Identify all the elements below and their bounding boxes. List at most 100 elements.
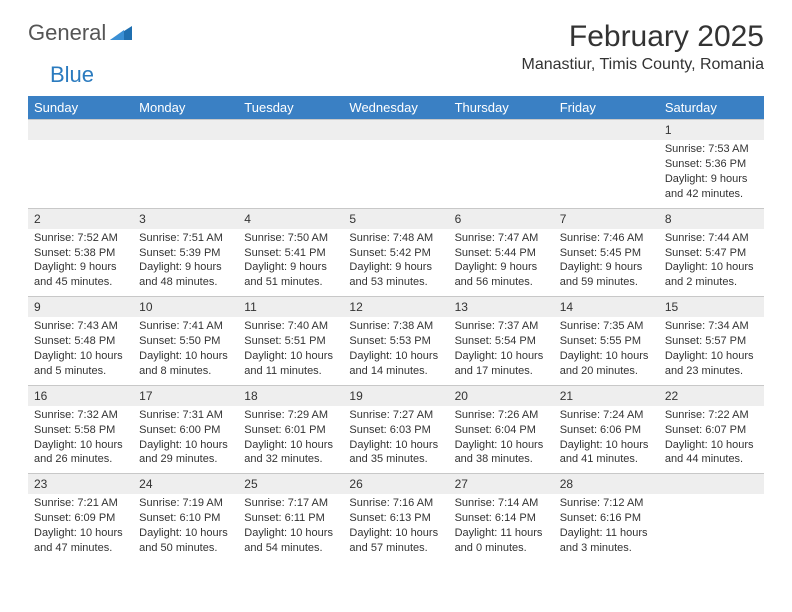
day-line: Sunrise: 7:50 AM xyxy=(244,231,337,246)
day-cell: 23Sunrise: 7:21 AMSunset: 6:09 PMDayligh… xyxy=(28,474,133,562)
day-line: Daylight: 9 hours and 42 minutes. xyxy=(665,172,758,202)
day-line: Sunset: 6:01 PM xyxy=(244,423,337,438)
day-line: Daylight: 10 hours and 26 minutes. xyxy=(34,438,127,468)
day-number: 4 xyxy=(238,209,343,229)
day-line: Sunrise: 7:14 AM xyxy=(455,496,548,511)
day-line: Sunset: 5:47 PM xyxy=(665,246,758,261)
day-cell: 17Sunrise: 7:31 AMSunset: 6:00 PMDayligh… xyxy=(133,385,238,474)
day-line: Daylight: 10 hours and 32 minutes. xyxy=(244,438,337,468)
day-header: Sunday xyxy=(28,96,133,120)
day-content: Sunrise: 7:19 AMSunset: 6:10 PMDaylight:… xyxy=(133,494,238,561)
day-line: Daylight: 11 hours and 0 minutes. xyxy=(455,526,548,556)
day-line: Sunrise: 7:40 AM xyxy=(244,319,337,334)
day-line: Sunset: 6:16 PM xyxy=(560,511,653,526)
day-number: 27 xyxy=(449,474,554,494)
day-cell xyxy=(554,120,659,209)
day-line: Sunrise: 7:34 AM xyxy=(665,319,758,334)
day-cell xyxy=(133,120,238,209)
day-header: Saturday xyxy=(659,96,764,120)
day-number xyxy=(28,120,133,140)
day-content: Sunrise: 7:24 AMSunset: 6:06 PMDaylight:… xyxy=(554,406,659,473)
day-number: 14 xyxy=(554,297,659,317)
day-cell: 16Sunrise: 7:32 AMSunset: 5:58 PMDayligh… xyxy=(28,385,133,474)
day-content: Sunrise: 7:34 AMSunset: 5:57 PMDaylight:… xyxy=(659,317,764,384)
day-line: Sunset: 5:54 PM xyxy=(455,334,548,349)
day-line: Daylight: 10 hours and 38 minutes. xyxy=(455,438,548,468)
logo: General xyxy=(28,20,134,46)
day-number: 1 xyxy=(659,120,764,140)
day-line: Sunset: 6:10 PM xyxy=(139,511,232,526)
day-line: Sunrise: 7:44 AM xyxy=(665,231,758,246)
day-line: Sunrise: 7:53 AM xyxy=(665,142,758,157)
day-line: Daylight: 9 hours and 51 minutes. xyxy=(244,260,337,290)
day-number xyxy=(554,120,659,140)
calendar-table: SundayMondayTuesdayWednesdayThursdayFrid… xyxy=(28,96,764,562)
day-number: 8 xyxy=(659,209,764,229)
day-line: Sunset: 6:07 PM xyxy=(665,423,758,438)
day-number: 3 xyxy=(133,209,238,229)
day-number: 13 xyxy=(449,297,554,317)
day-number: 2 xyxy=(28,209,133,229)
day-line: Daylight: 10 hours and 5 minutes. xyxy=(34,349,127,379)
day-number: 28 xyxy=(554,474,659,494)
day-content: Sunrise: 7:53 AMSunset: 5:36 PMDaylight:… xyxy=(659,140,764,207)
day-line: Sunset: 5:39 PM xyxy=(139,246,232,261)
day-number xyxy=(659,474,764,494)
week-row: 2Sunrise: 7:52 AMSunset: 5:38 PMDaylight… xyxy=(28,208,764,297)
day-line: Daylight: 9 hours and 56 minutes. xyxy=(455,260,548,290)
day-content: Sunrise: 7:35 AMSunset: 5:55 PMDaylight:… xyxy=(554,317,659,384)
day-content: Sunrise: 7:37 AMSunset: 5:54 PMDaylight:… xyxy=(449,317,554,384)
day-line: Sunset: 6:04 PM xyxy=(455,423,548,438)
logo-text-general: General xyxy=(28,20,106,46)
day-cell: 14Sunrise: 7:35 AMSunset: 5:55 PMDayligh… xyxy=(554,297,659,386)
day-number: 17 xyxy=(133,386,238,406)
day-number: 21 xyxy=(554,386,659,406)
day-line: Sunset: 5:53 PM xyxy=(349,334,442,349)
day-cell: 22Sunrise: 7:22 AMSunset: 6:07 PMDayligh… xyxy=(659,385,764,474)
day-line: Daylight: 10 hours and 57 minutes. xyxy=(349,526,442,556)
day-cell: 28Sunrise: 7:12 AMSunset: 6:16 PMDayligh… xyxy=(554,474,659,562)
day-line: Daylight: 9 hours and 48 minutes. xyxy=(139,260,232,290)
day-number: 11 xyxy=(238,297,343,317)
day-cell: 3Sunrise: 7:51 AMSunset: 5:39 PMDaylight… xyxy=(133,208,238,297)
day-number: 18 xyxy=(238,386,343,406)
day-line: Sunrise: 7:27 AM xyxy=(349,408,442,423)
day-line: Sunrise: 7:32 AM xyxy=(34,408,127,423)
day-content: Sunrise: 7:12 AMSunset: 6:16 PMDaylight:… xyxy=(554,494,659,561)
week-row: 23Sunrise: 7:21 AMSunset: 6:09 PMDayligh… xyxy=(28,474,764,562)
day-header: Monday xyxy=(133,96,238,120)
day-line: Sunset: 5:45 PM xyxy=(560,246,653,261)
day-cell: 4 Sunrise: 7:50 AMSunset: 5:41 PMDaylight… xyxy=(238,208,343,297)
day-cell: 21Sunrise: 7:24 AMSunset: 6:06 PMDayligh… xyxy=(554,385,659,474)
day-line: Sunset: 5:44 PM xyxy=(455,246,548,261)
day-line: Sunset: 6:03 PM xyxy=(349,423,442,438)
day-number xyxy=(449,120,554,140)
day-line: Sunset: 5:38 PM xyxy=(34,246,127,261)
day-line: Sunset: 5:36 PM xyxy=(665,157,758,172)
day-line: Daylight: 10 hours and 54 minutes. xyxy=(244,526,337,556)
day-content: Sunrise: 7:52 AMSunset: 5:38 PMDaylight:… xyxy=(28,229,133,296)
day-cell: 26Sunrise: 7:16 AMSunset: 6:13 PMDayligh… xyxy=(343,474,448,562)
day-number xyxy=(343,120,448,140)
day-line: Sunrise: 7:31 AM xyxy=(139,408,232,423)
month-title: February 2025 xyxy=(522,20,764,54)
day-line: Sunrise: 7:47 AM xyxy=(455,231,548,246)
day-line: Sunset: 5:41 PM xyxy=(244,246,337,261)
day-line: Sunset: 5:51 PM xyxy=(244,334,337,349)
day-content: Sunrise: 7:29 AMSunset: 6:01 PMDaylight:… xyxy=(238,406,343,473)
day-line: Sunset: 6:13 PM xyxy=(349,511,442,526)
day-line: Daylight: 10 hours and 41 minutes. xyxy=(560,438,653,468)
day-number: 5 xyxy=(343,209,448,229)
day-line: Sunrise: 7:37 AM xyxy=(455,319,548,334)
day-line: Sunrise: 7:24 AM xyxy=(560,408,653,423)
day-line: Sunset: 6:09 PM xyxy=(34,511,127,526)
day-line: Sunset: 6:11 PM xyxy=(244,511,337,526)
day-content: Sunrise: 7:43 AMSunset: 5:48 PMDaylight:… xyxy=(28,317,133,384)
day-line: Daylight: 10 hours and 14 minutes. xyxy=(349,349,442,379)
day-cell: 13Sunrise: 7:37 AMSunset: 5:54 PMDayligh… xyxy=(449,297,554,386)
day-cell: 12Sunrise: 7:38 AMSunset: 5:53 PMDayligh… xyxy=(343,297,448,386)
day-cell xyxy=(659,474,764,562)
day-content: Sunrise: 7:26 AMSunset: 6:04 PMDaylight:… xyxy=(449,406,554,473)
day-line: Daylight: 10 hours and 29 minutes. xyxy=(139,438,232,468)
day-line: Sunset: 5:50 PM xyxy=(139,334,232,349)
